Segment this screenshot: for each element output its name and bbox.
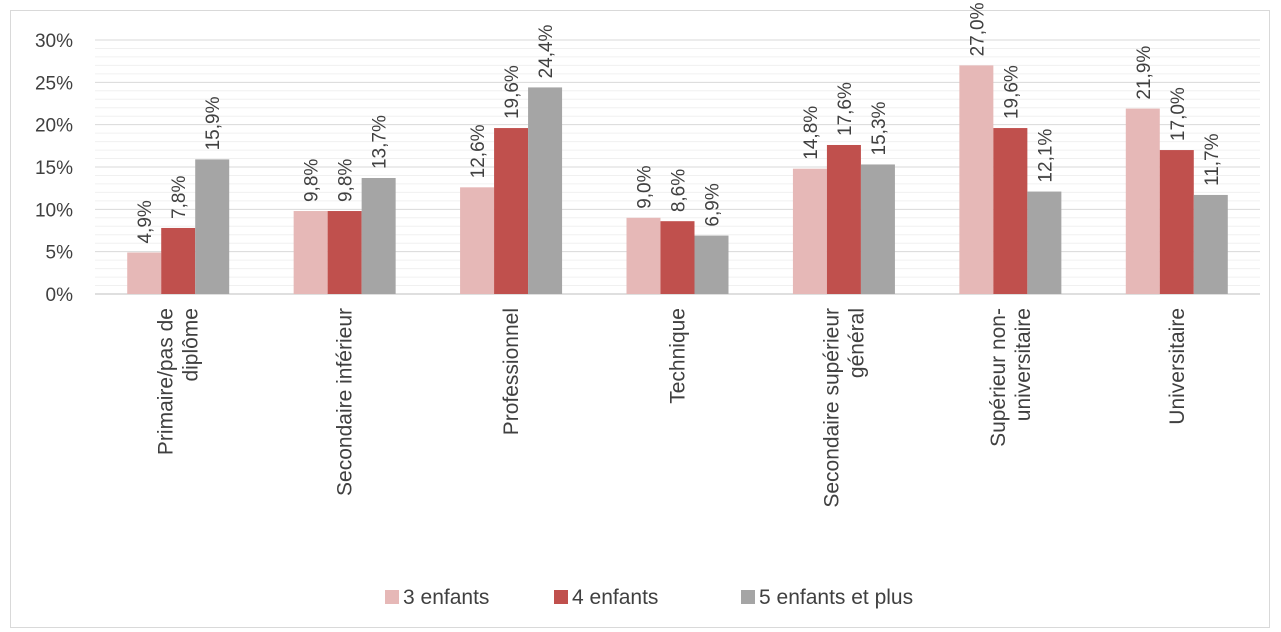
legend-label: 4 enfants: [572, 586, 658, 609]
y-tick-label: 20%: [35, 116, 73, 137]
y-tick-label: 15%: [35, 158, 73, 179]
bar-4-enfants: [993, 128, 1028, 294]
x-category-label: Universitaire: [1166, 308, 1189, 425]
x-category-label: général: [845, 308, 868, 378]
data-label: 13,7%: [370, 115, 391, 169]
y-tick-label: 10%: [35, 200, 73, 221]
bar-3-enfants: [959, 65, 994, 295]
data-label: 4,9%: [135, 200, 156, 243]
y-tick-label: 30%: [35, 31, 73, 52]
data-label: 9,0%: [635, 165, 656, 208]
bar-5-enfants-et-plus: [1027, 191, 1062, 294]
bar-3-enfants: [626, 217, 661, 294]
bar-5-enfants-et-plus: [1193, 194, 1228, 294]
bar-3-enfants: [293, 211, 328, 294]
bar-3-enfants: [460, 187, 495, 294]
data-label: 15,9%: [203, 96, 224, 150]
data-label: 7,8%: [169, 176, 190, 219]
legend-label: 5 enfants et plus: [759, 586, 913, 609]
bar-5-enfants-et-plus: [195, 159, 230, 294]
bar-5-enfants-et-plus: [694, 235, 729, 294]
x-category-label: Supérieur non-: [987, 308, 1010, 447]
chart-frame: [10, 10, 1270, 628]
x-category-label: universitaire: [1012, 308, 1035, 421]
data-label: 14,8%: [801, 106, 822, 160]
bar-4-enfants: [161, 227, 196, 294]
bar-3-enfants: [792, 168, 827, 294]
bar-5-enfants-et-plus: [528, 87, 563, 294]
data-label: 17,0%: [1168, 87, 1189, 141]
bar-3-enfants: [127, 252, 162, 294]
data-label: 19,6%: [1001, 65, 1022, 119]
y-tick-label: 0%: [46, 285, 74, 306]
data-label: 12,6%: [468, 124, 489, 178]
bar-4-enfants: [494, 128, 529, 294]
bar-4-enfants: [826, 144, 861, 294]
legend-swatch: [554, 590, 568, 604]
data-label: 27,0%: [967, 2, 988, 56]
data-label: 15,3%: [869, 101, 890, 155]
bar-3-enfants: [1125, 108, 1160, 294]
x-category-label: Secondaire inférieur: [334, 308, 357, 496]
data-label: 19,6%: [502, 65, 523, 119]
data-label: 24,4%: [536, 24, 557, 78]
legend-swatch: [741, 590, 755, 604]
legend-swatch: [385, 590, 399, 604]
x-category-label: Technique: [667, 308, 690, 404]
data-label: 12,1%: [1035, 129, 1056, 183]
bar-5-enfants-et-plus: [361, 178, 396, 294]
data-label: 8,6%: [669, 169, 690, 212]
data-label: 6,9%: [703, 183, 724, 226]
bar-4-enfants: [327, 211, 362, 294]
x-category-label: Primaire/pas de: [155, 308, 178, 455]
y-tick-label: 25%: [35, 73, 73, 94]
x-category-label: Professionnel: [500, 308, 523, 435]
data-label: 21,9%: [1134, 46, 1155, 100]
data-label: 9,8%: [302, 159, 323, 202]
data-label: 17,6%: [835, 82, 856, 136]
data-label: 11,7%: [1202, 133, 1223, 186]
legend-label: 3 enfants: [403, 586, 489, 609]
bar-5-enfants-et-plus: [860, 164, 895, 294]
data-label: 9,8%: [336, 159, 357, 202]
y-tick-label: 5%: [46, 243, 74, 264]
bar-4-enfants: [1159, 150, 1194, 294]
x-category-label: diplôme: [180, 308, 203, 382]
x-category-label: Secondaire supérieur: [820, 308, 843, 508]
bar-4-enfants: [660, 221, 695, 294]
